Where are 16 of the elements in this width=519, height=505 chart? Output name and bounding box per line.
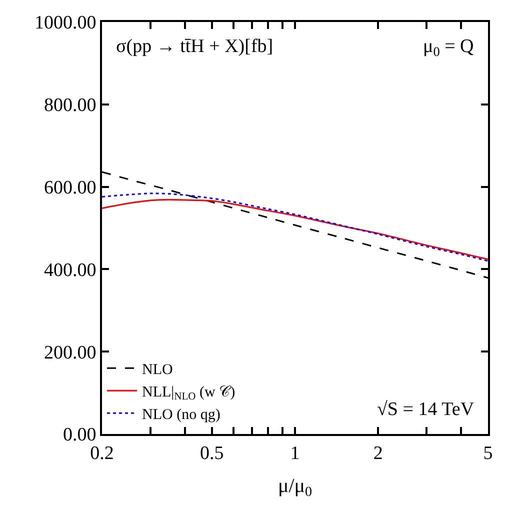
y-tick-label: 400.00 xyxy=(44,260,96,281)
x-tick-label: 5 xyxy=(483,442,493,464)
x-axis-title: μ/μ$_{0}$ xyxy=(278,474,312,500)
legend-label: NLO xyxy=(142,362,173,378)
legend-label: NLO (no qg) xyxy=(142,406,220,423)
y-tick-label: 800.00 xyxy=(44,95,96,116)
legend-label: NLL|$_{NLO}$ (w 𝒞) xyxy=(142,384,236,403)
annotation: √S = 14 TeV xyxy=(377,399,474,420)
x-tick-label: 0.5 xyxy=(200,442,224,464)
x-tick-label: 1 xyxy=(290,442,300,464)
x-tick-label: 2 xyxy=(373,442,383,464)
y-tick-label: 200.00 xyxy=(44,342,96,364)
annotation: μ$_{0}$ = Q xyxy=(423,36,474,59)
annotation: σ(pp → tt̄H + X)[fb] xyxy=(116,36,274,57)
y-tick-label: 600.00 xyxy=(44,177,96,198)
y-tick-label: 1000.00 xyxy=(34,12,96,34)
